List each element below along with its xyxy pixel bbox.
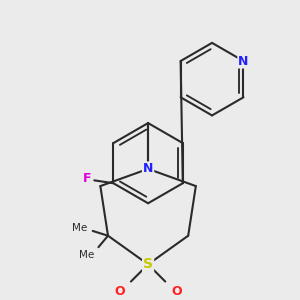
Text: S: S [143,257,153,272]
Text: Me: Me [72,223,87,233]
Text: Me: Me [80,250,94,260]
Text: F: F [82,172,91,185]
Text: N: N [143,162,153,176]
Text: O: O [171,285,182,298]
Text: N: N [238,55,249,68]
Text: O: O [114,285,125,298]
